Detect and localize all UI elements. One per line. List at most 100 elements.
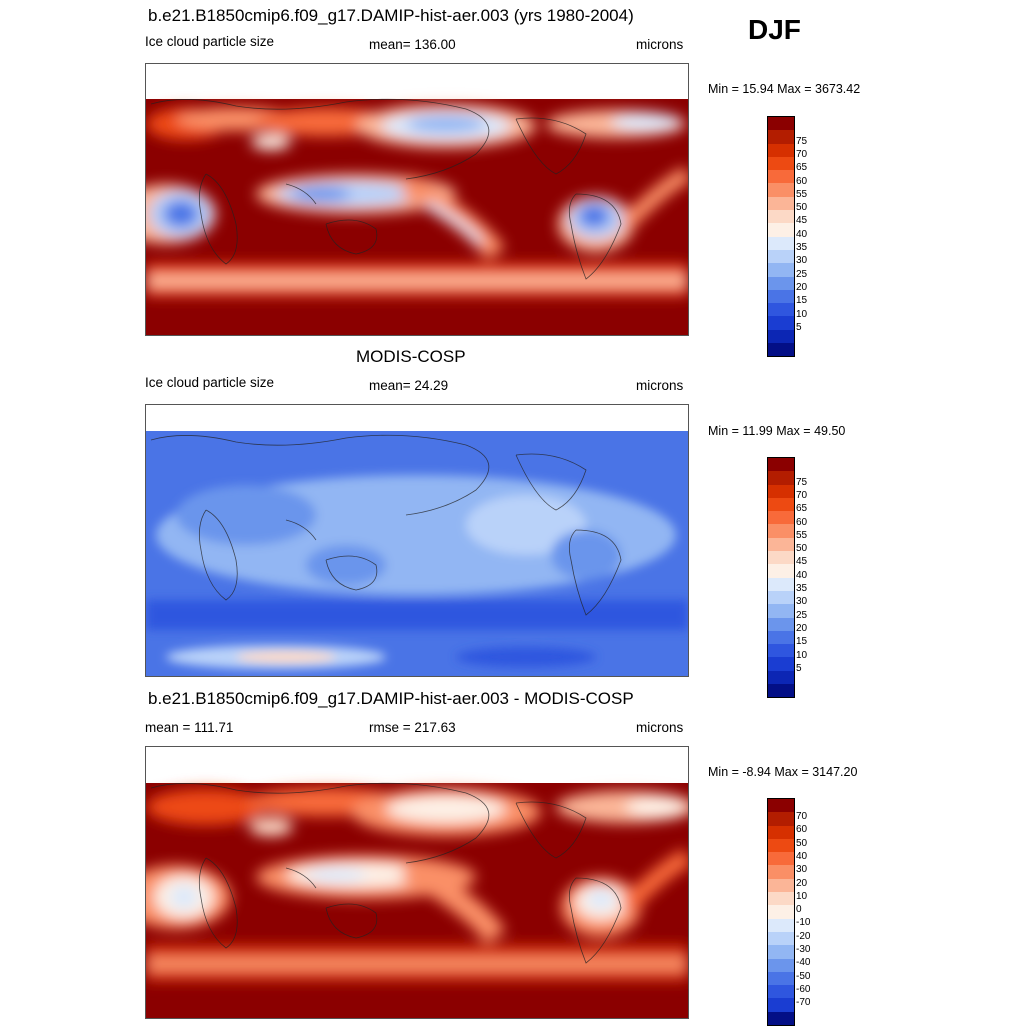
colorbar-tick-label: 5 xyxy=(796,321,802,333)
colorbar-swatch xyxy=(768,303,794,317)
colorbar-tick-label: 20 xyxy=(796,877,808,889)
colorbar-tick-label: -20 xyxy=(796,930,811,942)
colorbar-tick-label: 10 xyxy=(796,890,808,902)
colorbar-swatch xyxy=(768,343,794,357)
colorbar-swatch xyxy=(768,918,794,932)
colorbar-swatch xyxy=(768,223,794,237)
colorbar-tick-label: -60 xyxy=(796,983,811,995)
colorbar-tick-label: 25 xyxy=(796,609,808,621)
panel-1-units-label: microns xyxy=(636,37,684,52)
colorbar-swatch xyxy=(768,905,794,919)
colorbar-swatch xyxy=(768,471,794,485)
colorbar-swatch xyxy=(768,316,794,330)
panel-3-map xyxy=(145,746,689,1019)
colorbar-swatch xyxy=(768,1011,794,1026)
colorbar-tick-label: 10 xyxy=(796,308,808,320)
colorbar-swatch xyxy=(768,289,794,304)
panel-2-map-svg xyxy=(146,431,688,676)
colorbar-tick-label: 30 xyxy=(796,864,808,876)
colorbar-tick-label: 40 xyxy=(796,569,808,581)
colorbar-swatch xyxy=(768,276,794,290)
colorbar-swatch xyxy=(768,183,794,197)
colorbar-swatch xyxy=(768,998,794,1012)
colorbar-tick-label: 75 xyxy=(796,476,808,488)
colorbar-swatch xyxy=(768,852,794,866)
colorbar-tick-label: 20 xyxy=(796,281,808,293)
panel-3-title: b.e21.B1850cmip6.f09_g17.DAMIP-hist-aer.… xyxy=(148,689,634,708)
colorbar-tick-label: 35 xyxy=(796,583,808,594)
colorbar-tick-label: -30 xyxy=(796,944,811,955)
colorbar-tick-label: 50 xyxy=(796,202,808,214)
colorbar-swatch xyxy=(768,577,794,591)
colorbar-tick-label: 60 xyxy=(796,175,808,187)
colorbar-tick-label: 75 xyxy=(796,135,808,147)
colorbar-swatch xyxy=(768,825,794,839)
colorbar-tick-label: 50 xyxy=(796,543,808,555)
colorbar-tick-label: 15 xyxy=(796,295,808,307)
colorbar-swatch xyxy=(768,236,794,250)
colorbar-swatch xyxy=(768,812,794,826)
panel-2-units-label: microns xyxy=(636,378,684,393)
colorbar-swatch xyxy=(768,484,794,498)
colorbar-tick-label: 35 xyxy=(796,242,808,253)
colorbar-swatch xyxy=(768,210,794,224)
colorbar-swatch xyxy=(768,263,794,277)
colorbar-tick-label: 70 xyxy=(796,489,808,501)
panel-1-map-svg xyxy=(146,98,688,335)
colorbar-tick-label: 60 xyxy=(796,516,808,528)
colorbar-tick-label: 45 xyxy=(796,556,808,568)
panel-2-mean-label: mean= 24.29 xyxy=(369,378,449,393)
colorbar-swatch xyxy=(768,985,794,999)
colorbar-tick-label: 15 xyxy=(796,636,808,648)
panel-3-rmse-label: rmse = 217.63 xyxy=(369,720,456,735)
colorbar-tick-label: 40 xyxy=(796,228,808,240)
panel-1-variable-label: Ice cloud particle size xyxy=(145,34,275,49)
panel-1-colorbar xyxy=(767,116,795,358)
colorbar-tick-label: 55 xyxy=(796,188,808,200)
panel-2-colorbar xyxy=(767,457,795,699)
colorbar-swatch xyxy=(768,329,794,344)
colorbar-swatch xyxy=(768,497,794,512)
colorbar-tick-label: 25 xyxy=(796,268,808,280)
panel-1-minmax: Min = 15.94 Max = 3673.42 xyxy=(708,82,861,96)
colorbar-swatch xyxy=(768,838,794,853)
colorbar-swatch xyxy=(768,878,794,893)
colorbar-tick-label: 70 xyxy=(796,148,808,160)
colorbar-swatch xyxy=(768,670,794,685)
colorbar-swatch xyxy=(768,604,794,618)
colorbar-tick-label: 5 xyxy=(796,662,802,674)
colorbar-swatch xyxy=(768,958,794,972)
colorbar-tick-label: 30 xyxy=(796,596,808,608)
panel-3-map-svg xyxy=(146,782,688,1018)
colorbar-tick-label: 50 xyxy=(796,837,808,849)
colorbar-swatch xyxy=(768,945,794,959)
panel-3-units-label: microns xyxy=(636,720,684,735)
colorbar-swatch xyxy=(768,892,794,906)
colorbar-swatch xyxy=(768,511,794,525)
panel-1-mean-label: mean= 136.00 xyxy=(369,37,456,52)
colorbar-swatch xyxy=(768,117,794,131)
colorbar-swatch xyxy=(768,458,794,472)
colorbar-swatch xyxy=(768,524,794,538)
colorbar-swatch xyxy=(768,865,794,879)
panel-3-mean-label: mean = 111.71 xyxy=(145,720,234,735)
colorbar-swatch xyxy=(768,684,794,698)
colorbar-tick-label: 10 xyxy=(796,649,808,661)
panel-3-colorbar xyxy=(767,798,795,1026)
colorbar-swatch xyxy=(768,130,794,144)
panel-2-minmax: Min = 11.99 Max = 49.50 xyxy=(708,424,846,438)
season-label: DJF xyxy=(748,14,801,45)
colorbar-swatch xyxy=(768,249,794,264)
panel-1-map xyxy=(145,63,689,336)
colorbar-tick-label: 0 xyxy=(796,904,802,916)
colorbar-tick-label: 30 xyxy=(796,255,808,267)
colorbar-swatch xyxy=(768,617,794,631)
colorbar-tick-label: -50 xyxy=(796,970,811,982)
colorbar-tick-label: 20 xyxy=(796,622,808,634)
panel-2-title: MODIS-COSP xyxy=(356,347,466,366)
colorbar-tick-label: 55 xyxy=(796,529,808,541)
colorbar-swatch xyxy=(768,537,794,552)
colorbar-swatch xyxy=(768,156,794,171)
panel-3-minmax: Min = -8.94 Max = 3147.20 xyxy=(708,765,858,779)
colorbar-tick-label: 65 xyxy=(796,503,808,515)
